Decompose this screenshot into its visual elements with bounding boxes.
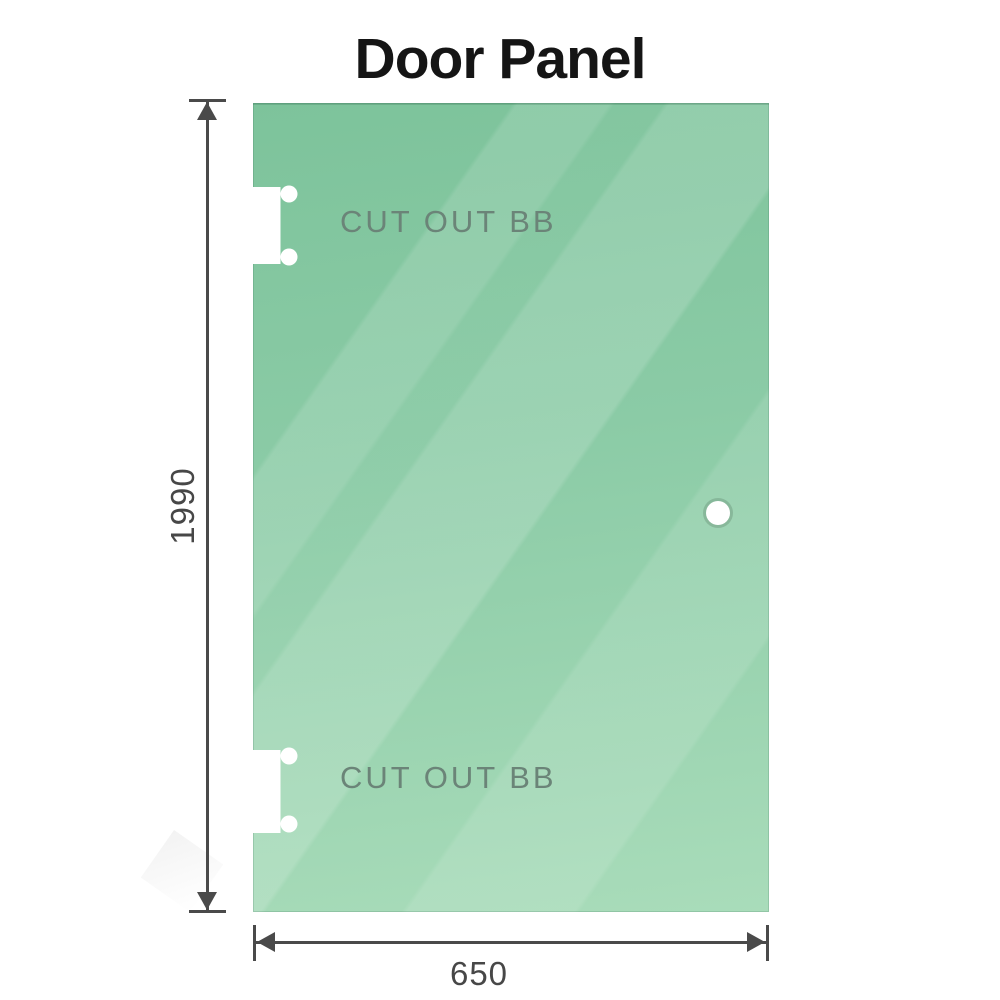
arrow-down-icon — [197, 892, 217, 910]
cutout-relief-hole-icon — [280, 248, 298, 266]
page-title: Door Panel — [354, 27, 647, 91]
arrow-up-icon — [197, 102, 217, 120]
cutout-relief-hole-icon — [280, 815, 298, 833]
height-dimension-line — [206, 101, 209, 911]
width-dimension-label: 650 — [449, 955, 509, 992]
arrow-left-icon — [257, 932, 275, 952]
cutout-top-label: CUT OUT BB — [340, 204, 557, 239]
handle-hole-icon — [706, 501, 730, 525]
height-dimension-label: 1990 — [164, 467, 201, 545]
cutout-relief-hole-icon — [280, 185, 298, 203]
width-dimension-line — [255, 941, 767, 944]
glass-panel — [253, 103, 769, 912]
width-dim-cap-right — [766, 925, 769, 961]
height-dim-cap-top — [189, 99, 226, 102]
hinge-cutout-bottom — [253, 747, 298, 833]
cutout-relief-hole-icon — [280, 747, 298, 765]
hinge-cutout-top — [253, 185, 298, 266]
width-dim-cap-left — [253, 925, 256, 961]
height-dim-cap-bottom — [189, 910, 226, 913]
arrow-right-icon — [747, 932, 765, 952]
cutout-bottom-label: CUT OUT BB — [340, 760, 557, 795]
